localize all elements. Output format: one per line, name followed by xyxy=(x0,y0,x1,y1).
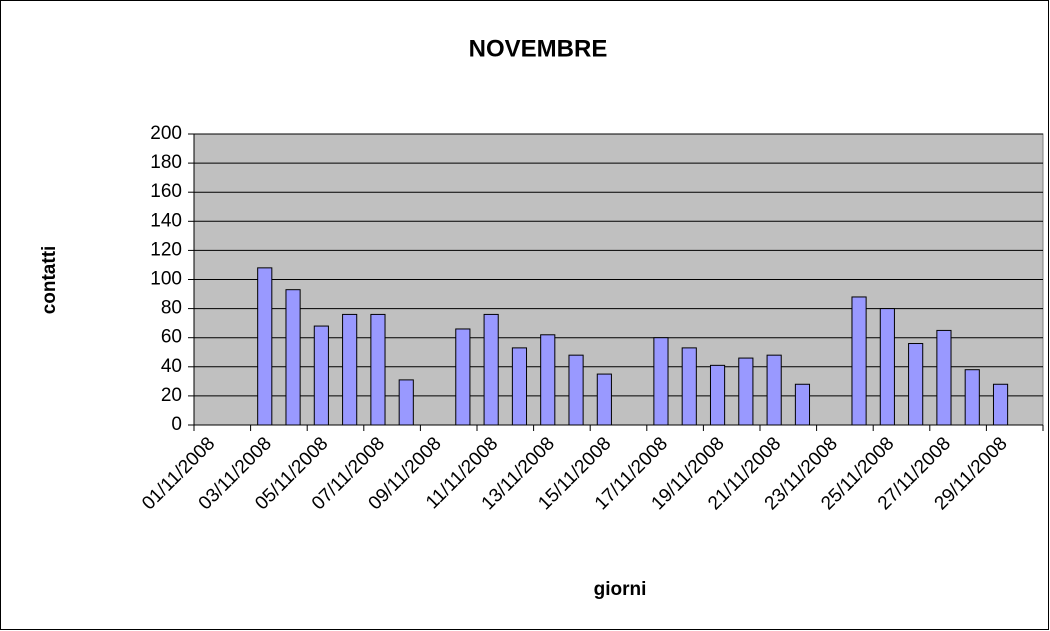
bar xyxy=(540,334,556,426)
bar xyxy=(681,347,697,426)
bar xyxy=(285,289,301,426)
y-tick-label: 80 xyxy=(161,298,182,319)
bar xyxy=(313,325,329,426)
y-axis-title: contatti xyxy=(39,246,60,315)
y-tick-label: 120 xyxy=(150,239,182,260)
y-tick-label: 100 xyxy=(150,269,182,290)
bar xyxy=(257,267,273,426)
bar xyxy=(766,354,782,426)
y-tick-label: 140 xyxy=(150,210,182,231)
y-tick-label: 60 xyxy=(161,327,182,348)
bar xyxy=(709,364,726,426)
y-tick-label: 160 xyxy=(150,181,182,202)
bar xyxy=(964,369,980,426)
bar xyxy=(738,357,754,426)
y-tick-label: 20 xyxy=(161,385,182,406)
y-tick-label: 0 xyxy=(171,414,182,435)
bar xyxy=(992,383,1009,426)
bar xyxy=(342,313,358,426)
x-axis-title: giorni xyxy=(594,579,647,600)
bar xyxy=(568,354,584,426)
bar xyxy=(455,328,471,426)
y-tick-label: 40 xyxy=(161,356,182,377)
chart-title: NOVEMBRE xyxy=(469,35,608,62)
bar xyxy=(908,343,924,426)
y-tick-label: 180 xyxy=(150,152,182,173)
bar xyxy=(851,296,867,426)
bar xyxy=(398,379,414,426)
bar xyxy=(653,337,669,426)
bar xyxy=(936,329,952,426)
bar xyxy=(794,383,811,426)
bar xyxy=(483,313,499,426)
bar xyxy=(370,313,386,426)
y-tick-label: 200 xyxy=(150,123,182,144)
bar xyxy=(879,308,895,426)
bar xyxy=(596,373,612,426)
bar xyxy=(511,347,528,426)
